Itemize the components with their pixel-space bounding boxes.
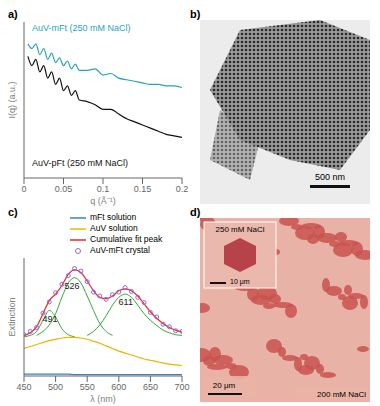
svg-text:611: 611 [119, 297, 133, 307]
svg-text:550: 550 [80, 382, 95, 392]
svg-text:0.05: 0.05 [55, 184, 73, 194]
svg-text:491: 491 [42, 314, 57, 324]
svg-text:250 mM NaCl: 250 mM NaCl [216, 225, 265, 234]
svg-text:10 μm: 10 μm [230, 278, 250, 286]
svg-text:I(q) (a.u.): I(q) (a.u.) [8, 81, 17, 118]
html-text:AuV-mFt (250 mM NaCl): AuV-mFt (250 mM NaCl) [32, 23, 131, 33]
svg-text:650: 650 [143, 382, 158, 392]
svg-text:200 mM NaCl: 200 mM NaCl [317, 390, 366, 399]
svg-text:526: 526 [65, 281, 80, 291]
html-text:AuV-mFt crystal: AuV-mFt crystal [90, 245, 150, 255]
html-text:Cumulative fit peak: Cumulative fit peak [90, 234, 163, 244]
html-text:b): b) [190, 8, 201, 20]
svg-text:0: 0 [21, 184, 26, 194]
html-text:AuV solution: AuV solution [90, 223, 138, 233]
svg-text:q (Å⁻¹): q (Å⁻¹) [90, 196, 116, 206]
svg-text:0.15: 0.15 [134, 184, 152, 194]
html-text:AuV-pFt (250 mM NaCl): AuV-pFt (250 mM NaCl) [32, 158, 128, 168]
svg-text:700: 700 [174, 382, 189, 392]
svg-text:500: 500 [48, 382, 63, 392]
svg-text:λ (nm): λ (nm) [90, 394, 116, 404]
html-text:mFt solution: mFt solution [90, 212, 137, 222]
svg-text:Extinction: Extinction [8, 297, 17, 336]
html-text:c): c) [8, 206, 18, 218]
html-text:d): d) [190, 206, 201, 218]
svg-text:600: 600 [111, 382, 126, 392]
svg-text:500 nm: 500 nm [315, 172, 345, 182]
html-text:a): a) [8, 8, 18, 20]
svg-text:0.2: 0.2 [176, 184, 189, 194]
svg-text:450: 450 [16, 382, 31, 392]
svg-text:0.1: 0.1 [97, 184, 110, 194]
svg-text:20 μm: 20 μm [213, 381, 236, 390]
